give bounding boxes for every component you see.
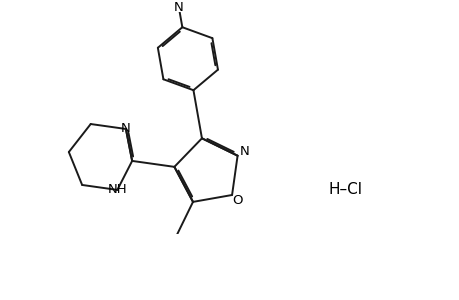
Text: N: N	[239, 146, 249, 158]
Text: NH: NH	[107, 183, 127, 196]
Text: O: O	[232, 194, 242, 207]
Text: N: N	[121, 122, 130, 136]
Text: N: N	[174, 2, 184, 14]
Text: H–Cl: H–Cl	[328, 182, 362, 197]
